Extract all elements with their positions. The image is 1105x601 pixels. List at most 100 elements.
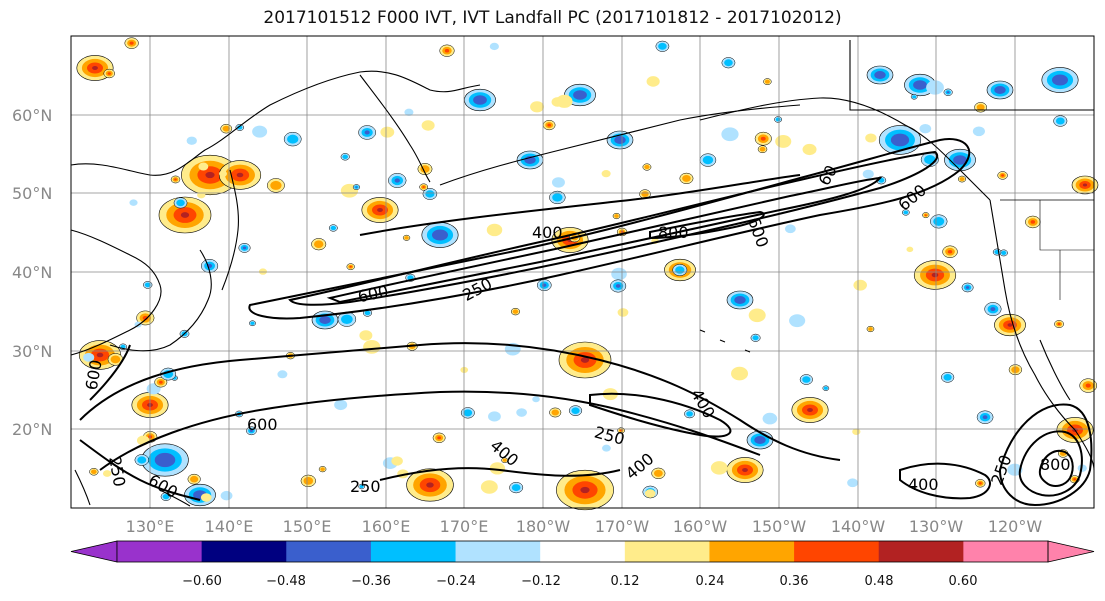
anomaly-speckle — [686, 411, 693, 417]
anomaly-speckle — [764, 79, 770, 84]
anomaly-speckle — [1085, 383, 1091, 388]
anomaly-speckle — [252, 125, 268, 138]
anomaly-blob — [205, 171, 215, 179]
colorbar-tick-label: −0.12 — [521, 574, 561, 589]
anomaly-blob — [734, 296, 746, 304]
anomaly-speckle — [341, 314, 353, 324]
lon-label: 130°E — [126, 517, 175, 536]
anomaly-speckle — [174, 178, 177, 181]
anomaly-speckle — [653, 469, 663, 477]
anomaly-speckle — [137, 456, 147, 464]
anomaly-speckle — [186, 136, 197, 145]
anomaly-speckle — [250, 321, 255, 325]
colorbar-segment — [201, 541, 287, 562]
colorbar — [70, 540, 1095, 563]
lon-label: 150°W — [752, 517, 807, 536]
anomaly-speckle — [802, 376, 811, 383]
lat-label-50n: 50°N — [12, 184, 52, 203]
anomaly-speckle — [552, 193, 563, 202]
lon-label: 170°W — [595, 517, 650, 536]
anomaly-speckle — [1030, 220, 1036, 224]
anomaly-blob — [473, 95, 487, 105]
anomaly-speckle — [530, 101, 544, 113]
anomaly-speckle — [144, 282, 151, 288]
anomaly-speckle — [222, 125, 230, 132]
anomaly-speckle — [489, 462, 506, 475]
colorbar-segment — [455, 541, 541, 562]
anomaly-speckle — [946, 91, 950, 94]
anomaly-speckle — [912, 95, 917, 99]
anomaly-speckle — [404, 108, 414, 116]
colorbar-segment — [963, 541, 1049, 562]
anomaly-speckle — [1001, 174, 1005, 177]
anomaly-speckle — [489, 42, 499, 51]
anomaly-speckle — [658, 42, 667, 50]
anomaly-speckle — [421, 120, 435, 131]
anomaly-blob — [431, 229, 449, 241]
anomaly-speckle — [287, 134, 299, 144]
colorbar-segment — [709, 541, 795, 562]
anomaly-speckle — [702, 155, 714, 165]
anomaly-speckle — [277, 370, 288, 379]
colorbar-tick-label: 0.24 — [696, 574, 725, 589]
anomaly-speckle — [129, 199, 138, 206]
anomaly-speckle — [721, 127, 739, 142]
lon-label: 160°W — [673, 517, 728, 536]
anomaly-speckle — [502, 458, 507, 462]
anomaly-speckle — [644, 164, 650, 170]
colorbar-tick-label: −0.24 — [436, 574, 476, 589]
ivt-contours — [79, 138, 1093, 507]
anomaly-speckle — [853, 279, 867, 291]
anomaly-speckle — [759, 146, 766, 152]
anomaly-speckle — [760, 136, 766, 141]
anomaly-speckle — [924, 214, 927, 216]
anomaly-speckle — [868, 327, 873, 331]
anomaly-speckle — [926, 80, 944, 95]
anomaly-speckle — [242, 246, 247, 250]
anomaly-speckle — [762, 412, 778, 425]
anomaly-blob — [1007, 323, 1013, 327]
lon-label: 120°W — [988, 517, 1043, 536]
lat-label-40n: 40°N — [12, 263, 52, 282]
anomaly-blob — [931, 272, 939, 278]
lon-label: 170°E — [440, 517, 489, 536]
latitude-labels: 60°N 50°N 40°N 30°N 20°N — [12, 106, 52, 439]
anomaly-speckle — [463, 409, 473, 417]
anomaly-speckle — [158, 380, 163, 384]
anomaly-blob — [236, 172, 244, 178]
anomaly-speckle — [380, 126, 395, 138]
anomaly-speckle — [978, 482, 982, 485]
anomaly-speckle — [425, 190, 435, 198]
lat-label-20n: 20°N — [12, 420, 52, 439]
colorbar-tick-label: −0.48 — [266, 574, 306, 589]
anomaly-speckle — [486, 223, 503, 237]
anomaly-blob — [754, 436, 766, 444]
anomaly-speckle — [903, 210, 909, 215]
ivt-anomaly-shading — [76, 37, 1099, 511]
anomaly-speckle — [646, 76, 660, 87]
anomaly-speckle — [444, 48, 450, 53]
anomaly-speckle — [355, 186, 358, 188]
lon-label: 140°E — [205, 517, 254, 536]
lon-label: 150°E — [283, 517, 332, 536]
contour-label: 400 — [532, 223, 563, 242]
anomaly-speckle — [162, 494, 170, 500]
lat-label-60n: 60°N — [12, 106, 52, 125]
colorbar-segment — [794, 541, 880, 562]
anomaly-blob — [180, 212, 190, 218]
anomaly-speckle — [982, 415, 988, 420]
contour-label: 400 — [908, 475, 939, 494]
colorbar-extend-high — [1047, 540, 1095, 563]
anomaly-speckle — [422, 186, 425, 189]
anomaly-speckle — [802, 143, 817, 156]
anomaly-speckle — [1001, 250, 1007, 255]
anomaly-speckle — [404, 236, 409, 240]
anomaly-speckle — [731, 366, 749, 381]
anomaly-speckle — [614, 214, 619, 218]
anomaly-speckle — [1073, 478, 1077, 481]
colorbar-extend-low — [70, 540, 118, 563]
anomaly-blob — [742, 467, 748, 473]
anomaly-blob — [580, 357, 590, 363]
anomaly-speckle — [551, 177, 565, 188]
